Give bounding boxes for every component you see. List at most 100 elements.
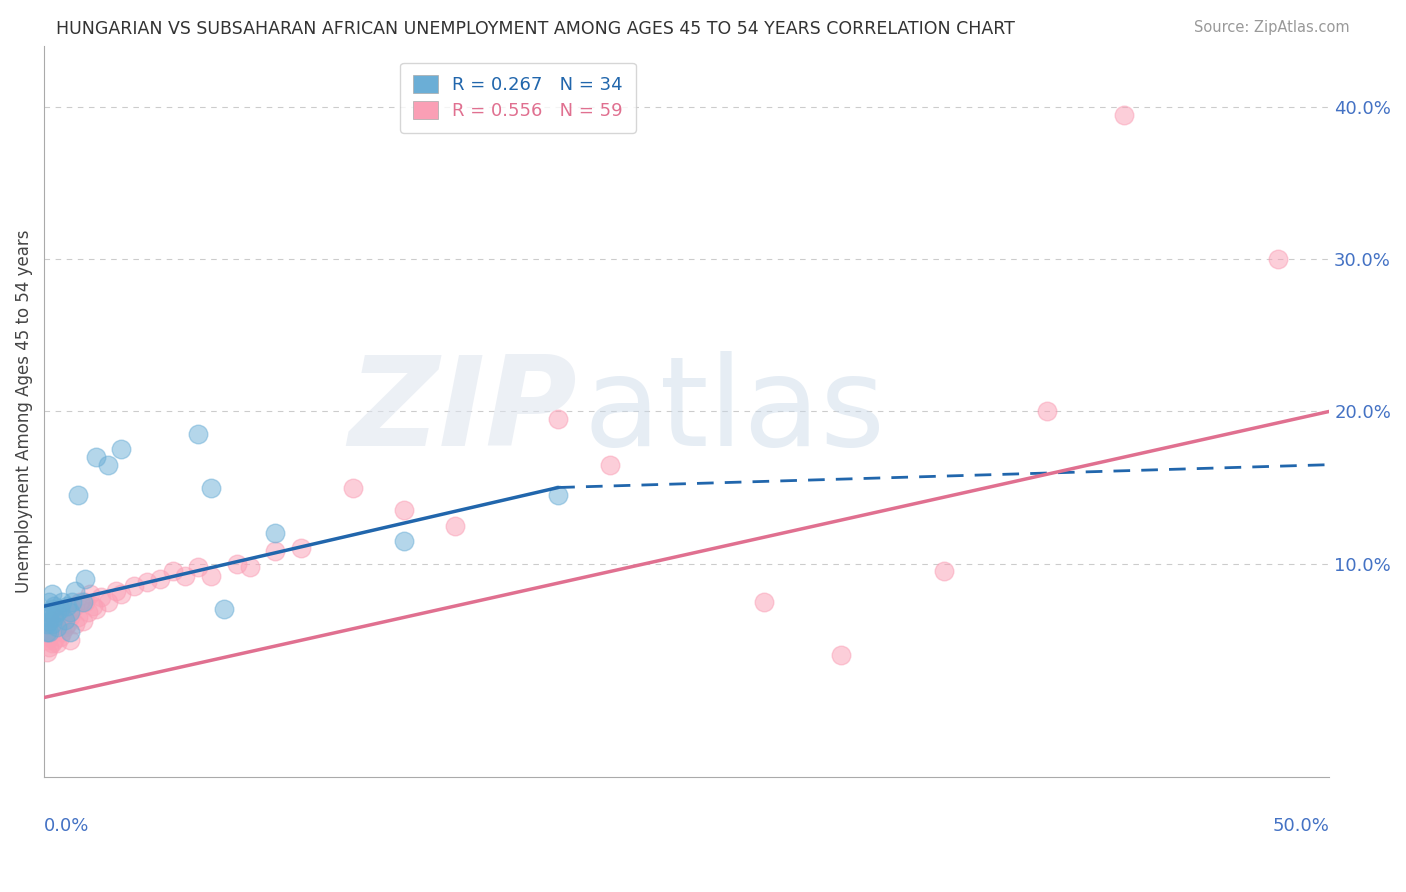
Point — [38, 640, 60, 655]
Text: ZIP: ZIP — [349, 351, 578, 472]
Point — [46, 620, 69, 634]
Point — [44, 610, 66, 624]
Point — [76, 605, 98, 619]
Point — [110, 587, 132, 601]
Point — [53, 613, 76, 627]
Point — [342, 481, 364, 495]
Point — [41, 587, 63, 601]
Point — [1112, 108, 1135, 122]
Point — [41, 602, 63, 616]
Point — [63, 617, 86, 632]
Point — [200, 481, 222, 495]
Point — [35, 632, 58, 647]
Point — [200, 568, 222, 582]
Point — [51, 610, 73, 624]
Point — [59, 632, 82, 647]
Point — [35, 645, 58, 659]
Point — [122, 579, 145, 593]
Point — [1035, 404, 1057, 418]
Point — [187, 427, 209, 442]
Point — [212, 602, 235, 616]
Point — [38, 625, 60, 640]
Point — [38, 605, 60, 619]
Point — [46, 620, 69, 634]
Point — [38, 620, 60, 634]
Point — [72, 615, 94, 629]
Point — [162, 564, 184, 578]
Point — [44, 599, 66, 614]
Point — [84, 602, 107, 616]
Point — [69, 594, 91, 608]
Point — [97, 594, 120, 608]
Point — [547, 488, 569, 502]
Point — [75, 572, 97, 586]
Point — [392, 533, 415, 548]
Text: Source: ZipAtlas.com: Source: ZipAtlas.com — [1194, 20, 1350, 35]
Point — [90, 590, 112, 604]
Point — [547, 412, 569, 426]
Point — [264, 526, 287, 541]
Y-axis label: Unemployment Among Ages 45 to 54 years: Unemployment Among Ages 45 to 54 years — [15, 229, 32, 593]
Point — [599, 458, 621, 472]
Point — [239, 559, 262, 574]
Point — [48, 602, 70, 616]
Point — [105, 584, 128, 599]
Point — [392, 503, 415, 517]
Point — [290, 541, 312, 556]
Point — [84, 450, 107, 464]
Point — [44, 610, 66, 624]
Point — [41, 636, 63, 650]
Text: HUNGARIAN VS SUBSAHARAN AFRICAN UNEMPLOYMENT AMONG AGES 45 TO 54 YEARS CORRELATI: HUNGARIAN VS SUBSAHARAN AFRICAN UNEMPLOY… — [56, 20, 1015, 37]
Point — [35, 617, 58, 632]
Point — [444, 518, 467, 533]
Legend: R = 0.267   N = 34, R = 0.556   N = 59: R = 0.267 N = 34, R = 0.556 N = 59 — [401, 62, 636, 133]
Point — [51, 625, 73, 640]
Point — [41, 625, 63, 640]
Point — [97, 458, 120, 472]
Point — [48, 630, 70, 644]
Point — [56, 617, 79, 632]
Text: atlas: atlas — [583, 351, 886, 472]
Point — [66, 610, 89, 624]
Point — [38, 630, 60, 644]
Point — [135, 574, 157, 589]
Point — [46, 636, 69, 650]
Text: 0.0%: 0.0% — [44, 817, 90, 835]
Point — [38, 615, 60, 629]
Point — [48, 615, 70, 629]
Point — [264, 544, 287, 558]
Point — [44, 632, 66, 647]
Point — [79, 587, 101, 601]
Point — [59, 605, 82, 619]
Point — [59, 610, 82, 624]
Point — [830, 648, 852, 662]
Point — [1267, 252, 1289, 267]
Point — [53, 620, 76, 634]
Point — [752, 594, 775, 608]
Point — [66, 488, 89, 502]
Point — [59, 625, 82, 640]
Point — [225, 557, 247, 571]
Point — [38, 594, 60, 608]
Point — [932, 564, 955, 578]
Point — [60, 594, 83, 608]
Point — [41, 617, 63, 632]
Point — [187, 559, 209, 574]
Text: 50.0%: 50.0% — [1272, 817, 1329, 835]
Point — [56, 599, 79, 614]
Point — [63, 584, 86, 599]
Point — [60, 602, 83, 616]
Point — [82, 599, 104, 614]
Point — [44, 622, 66, 636]
Point — [51, 594, 73, 608]
Point — [72, 594, 94, 608]
Point — [41, 615, 63, 629]
Point — [75, 594, 97, 608]
Point — [174, 568, 197, 582]
Point — [63, 599, 86, 614]
Point — [149, 572, 172, 586]
Point — [53, 605, 76, 619]
Point — [46, 605, 69, 619]
Point — [35, 610, 58, 624]
Point — [35, 625, 58, 640]
